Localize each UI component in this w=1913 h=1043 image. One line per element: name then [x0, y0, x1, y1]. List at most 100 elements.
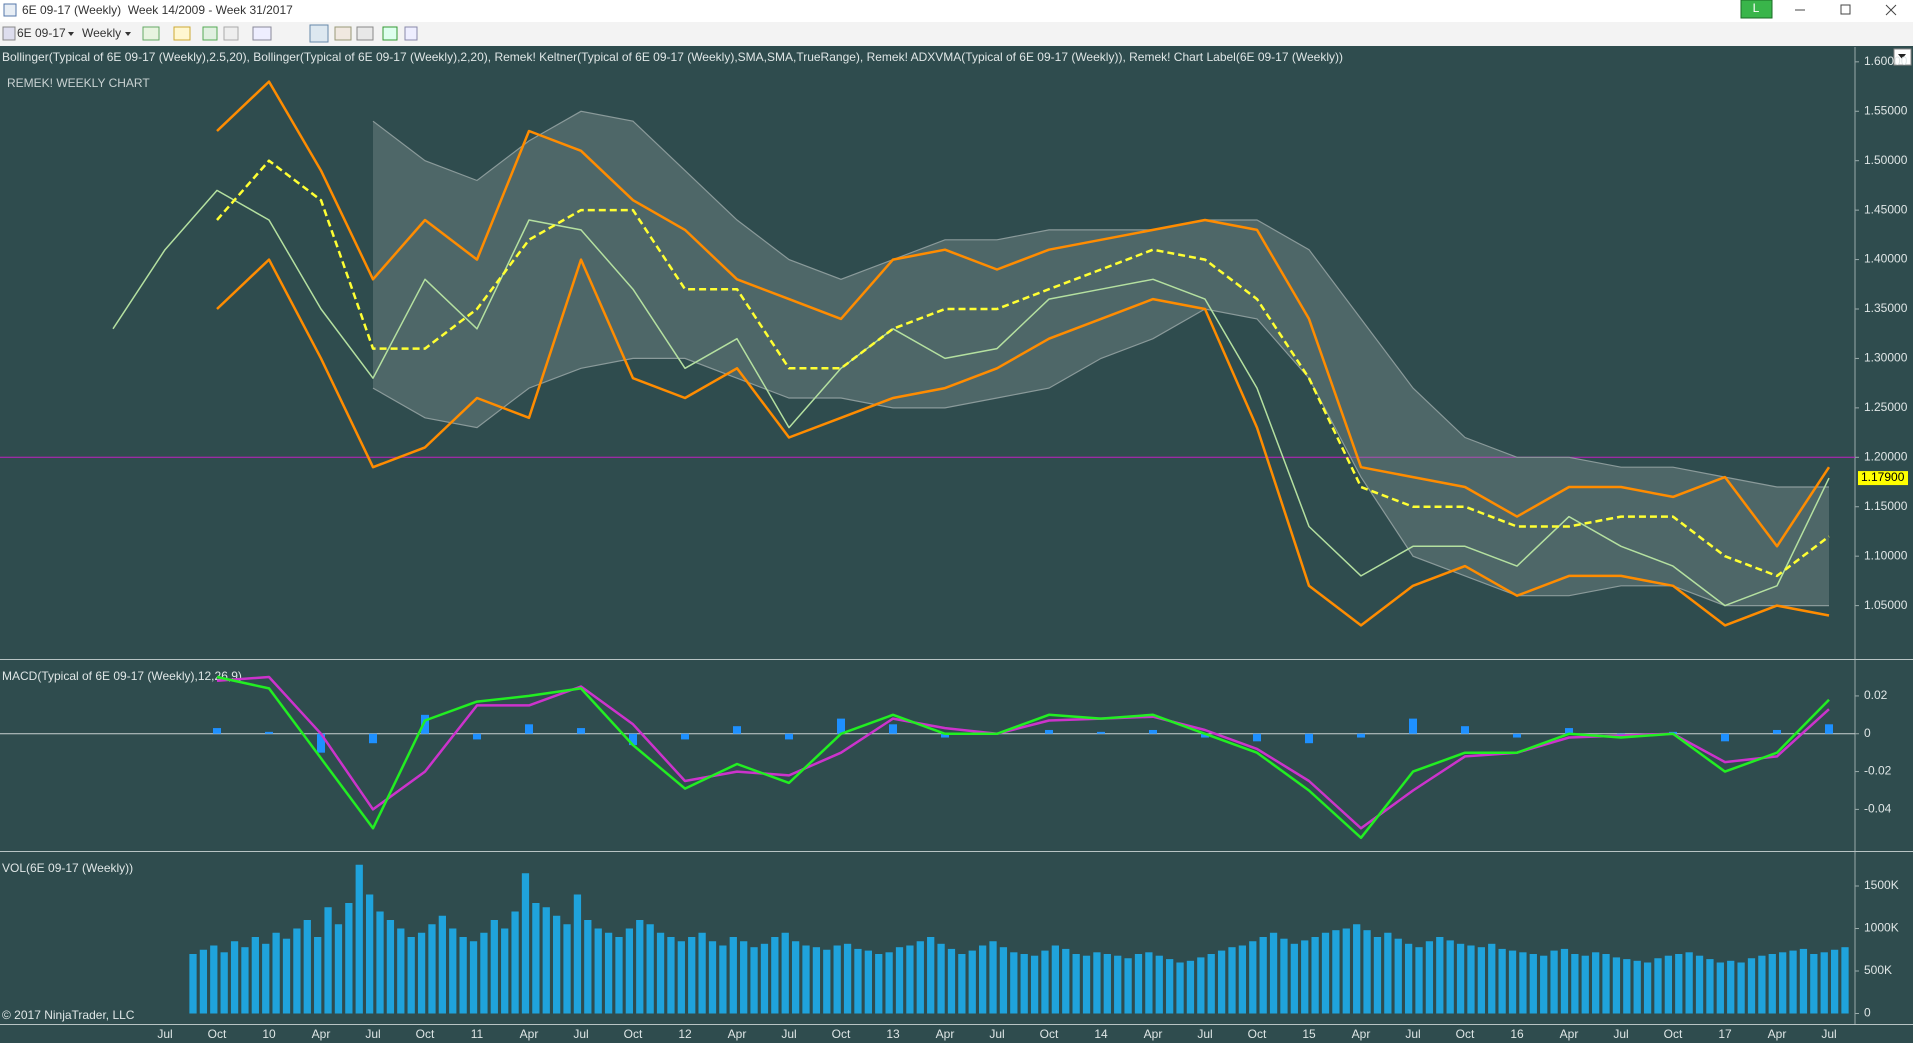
y-tick-label: 0.02 [1864, 688, 1888, 702]
volume-bar [1425, 941, 1434, 1014]
volume-bar [314, 937, 322, 1014]
volume-bar [1311, 937, 1319, 1014]
bar-type-button[interactable] [309, 24, 329, 43]
volume-bar [1145, 952, 1153, 1014]
x-tick-label: 17 [1718, 1027, 1732, 1041]
volume-bar [875, 954, 883, 1014]
scroll-arrow[interactable] [1898, 54, 1906, 59]
restore-button[interactable] [1840, 4, 1851, 15]
volume-bar [1664, 955, 1673, 1014]
volume-bar [1321, 932, 1330, 1014]
histogram-bar [577, 728, 585, 734]
orders-button[interactable] [382, 26, 398, 41]
account-badge-label[interactable]: L [1753, 1, 1760, 15]
y-tick-label: 1.25000 [1864, 400, 1908, 414]
volume-bar [1789, 950, 1797, 1014]
histogram-bar [1409, 718, 1417, 734]
y-tick-label: 1.35000 [1864, 301, 1908, 315]
volume-bar [1612, 957, 1621, 1014]
x-tick-label: Jul [157, 1027, 172, 1041]
volume-bar [1571, 954, 1579, 1014]
x-tick-label: 10 [262, 1027, 276, 1041]
series-line [216, 675, 1830, 830]
volume-bar [1404, 943, 1413, 1014]
y-tick-label: -0.04 [1864, 802, 1892, 816]
volume-bar [833, 945, 841, 1014]
histogram-bar [317, 733, 325, 753]
volume-bar [1155, 955, 1163, 1014]
interval-selector[interactable]: Weekly [82, 26, 121, 40]
dropdown-arrow[interactable] [125, 32, 131, 36]
close-button[interactable] [1885, 4, 1897, 16]
x-tick-label: Apr [1144, 1027, 1163, 1041]
volume-bar [573, 894, 582, 1014]
volume-bar [1508, 950, 1517, 1014]
volume-bar [584, 920, 592, 1014]
volume-bar [1373, 937, 1382, 1014]
volume-bar [1799, 948, 1808, 1014]
volume-bar [1529, 954, 1537, 1014]
volume-bar [802, 945, 810, 1014]
volume-bar [895, 947, 904, 1014]
tool-button[interactable] [223, 26, 239, 41]
x-tick-label: 12 [678, 1027, 692, 1041]
volume-bar [1176, 962, 1184, 1014]
series-line [112, 189, 1830, 607]
properties-button[interactable] [404, 26, 418, 41]
band-upper [372, 110, 1829, 488]
dropdown-arrow[interactable] [68, 32, 74, 36]
x-tick-label: Apr [1560, 1027, 1579, 1041]
volume-bar [1436, 937, 1444, 1014]
instrument-selector[interactable]: 6E 09-17 [17, 26, 66, 40]
volume-bar [594, 928, 602, 1014]
band-lower [372, 308, 1829, 607]
y-tick-label: 1000K [1864, 921, 1899, 935]
x-tick-label: Oct [1248, 1027, 1267, 1041]
x-tick-label: Oct [624, 1027, 643, 1041]
indicators-button[interactable] [334, 26, 352, 41]
volume-bar [1716, 962, 1724, 1014]
drawing-tool-button[interactable] [173, 26, 191, 41]
y-tick-label: 1.45000 [1864, 202, 1908, 216]
account-badge[interactable] [1740, 0, 1773, 19]
cursor-button[interactable] [252, 26, 272, 41]
volume-bar [365, 894, 374, 1014]
volume-bar [262, 943, 270, 1014]
volume-bar [1768, 954, 1776, 1014]
volume-bar [459, 937, 467, 1014]
strategies-button[interactable] [356, 26, 374, 41]
volume-bar [199, 949, 208, 1014]
volume-bar [532, 903, 540, 1014]
chart-style-button[interactable] [142, 26, 160, 41]
volume-bar [1467, 945, 1475, 1014]
volume-bar [1592, 952, 1600, 1014]
x-tick-label: Oct [416, 1027, 435, 1041]
volume-bar [449, 928, 457, 1014]
toolbar-icon[interactable] [2, 26, 16, 41]
volume-bar [750, 947, 758, 1014]
volume-bar [1488, 943, 1496, 1014]
volume-bar [1830, 949, 1839, 1014]
y-tick-label: 1.55000 [1864, 103, 1908, 117]
volume-bar [625, 928, 634, 1014]
histogram-bar [681, 733, 689, 740]
histogram-bar [1149, 729, 1157, 734]
volume-bar [1124, 958, 1132, 1014]
volume-bar [1820, 952, 1828, 1014]
volume-bar [978, 945, 987, 1014]
histogram-bar [1513, 733, 1521, 738]
y-tick-label: 1.40000 [1864, 252, 1908, 266]
volume-bar [1394, 938, 1402, 1014]
histogram-bar [785, 733, 793, 740]
volume-bar [1456, 943, 1465, 1014]
y-tick-label: 1.20000 [1864, 449, 1908, 463]
x-tick-label: Oct [208, 1027, 227, 1041]
volume-bar [241, 947, 249, 1014]
volume-bar [781, 932, 789, 1014]
volume-bar [947, 948, 956, 1014]
y-tick-label: 1.60000 [1864, 54, 1908, 68]
volume-bar [303, 920, 311, 1014]
add-button[interactable] [202, 26, 218, 41]
y-tick-label: 1.50000 [1864, 153, 1908, 167]
volume-bar [1020, 954, 1028, 1014]
